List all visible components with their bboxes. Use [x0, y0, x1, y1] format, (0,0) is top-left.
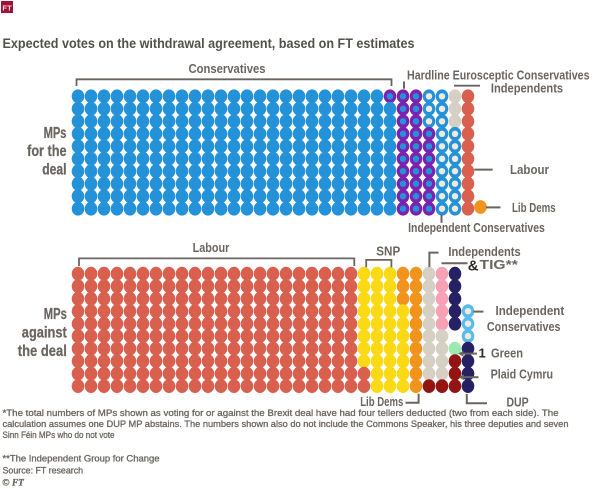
- svg-text:DUP: DUP: [507, 395, 529, 410]
- svg-text:deal: deal: [42, 162, 66, 179]
- svg-text:against: against: [22, 325, 67, 342]
- svg-text:FT: FT: [2, 3, 12, 12]
- svg-text:Independent: Independent: [496, 303, 565, 318]
- svg-text:Sinn Féin MPs who do not vote: Sinn Féin MPs who do not vote: [3, 430, 115, 440]
- svg-text:*The total numbers of MPs show: *The total numbers of MPs shown as votin…: [3, 408, 559, 418]
- svg-text:Lib Dems: Lib Dems: [360, 394, 403, 409]
- svg-text:Lib Dems: Lib Dems: [512, 200, 556, 215]
- svg-text:Independents: Independents: [491, 80, 563, 95]
- svg-text:MPs: MPs: [44, 306, 67, 323]
- svg-text:SNP: SNP: [376, 244, 400, 259]
- svg-text:Labour: Labour: [193, 240, 230, 255]
- svg-text:Expected votes on the withdraw: Expected votes on the withdrawal agreeme…: [3, 36, 415, 51]
- svg-text:Source: FT research: Source: FT research: [3, 465, 84, 475]
- svg-text:Plaid Cymru: Plaid Cymru: [491, 366, 554, 381]
- svg-text:Conservatives: Conservatives: [487, 319, 561, 334]
- svg-text:TIG**: TIG**: [480, 257, 519, 272]
- svg-text:calculation assumes one DUP MP: calculation assumes one DUP MP abstains.…: [3, 419, 569, 429]
- svg-text:**The Independent Group for Ch: **The Independent Group for Change: [3, 453, 160, 463]
- svg-text:Hardline Eurosceptic Conservat: Hardline Eurosceptic Conservatives: [407, 67, 590, 82]
- svg-text:Conservatives: Conservatives: [189, 61, 266, 76]
- svg-text:&: &: [468, 258, 479, 275]
- svg-text:Independents: Independents: [448, 244, 520, 259]
- svg-text:MPs: MPs: [44, 125, 67, 142]
- svg-text:© FT: © FT: [3, 477, 25, 488]
- svg-text:Labour: Labour: [510, 162, 549, 177]
- svg-text:Independent Conservatives: Independent Conservatives: [408, 220, 545, 235]
- svg-text:1: 1: [479, 346, 486, 361]
- svg-text:Green: Green: [491, 346, 523, 361]
- svg-text:for the: for the: [27, 143, 67, 160]
- svg-text:the deal: the deal: [18, 343, 67, 360]
